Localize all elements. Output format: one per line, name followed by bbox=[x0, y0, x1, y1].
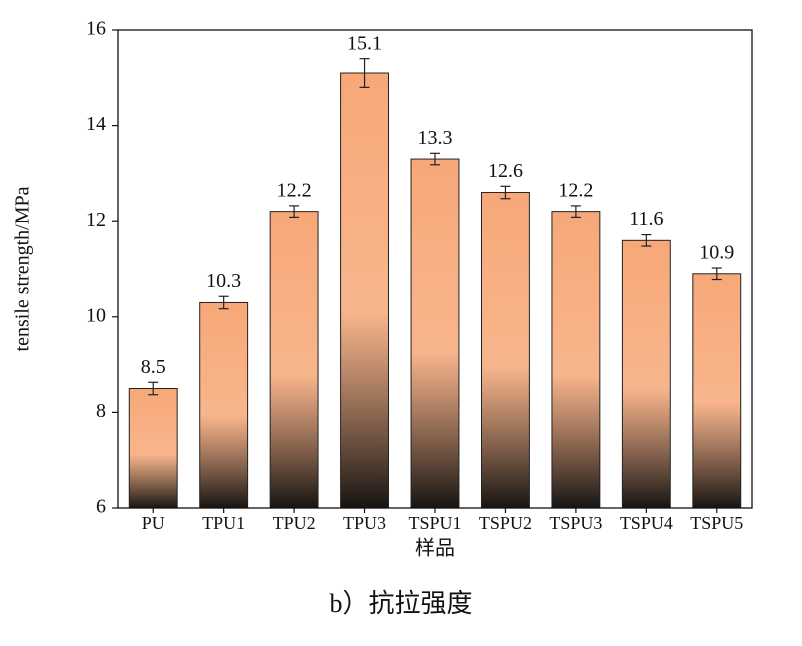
error-bar bbox=[641, 233, 652, 247]
y-tick-label: 8 bbox=[96, 400, 106, 422]
value-label: 15.1 bbox=[347, 32, 382, 54]
value-label: 13.3 bbox=[418, 127, 453, 149]
error-bar bbox=[148, 381, 159, 396]
value-label: 11.6 bbox=[629, 208, 663, 230]
plot-frame bbox=[117, 29, 753, 509]
y-tick-label: 12 bbox=[86, 209, 106, 231]
error-bar bbox=[711, 267, 722, 281]
bar bbox=[480, 192, 530, 509]
x-tick-label: TSPU5 bbox=[690, 513, 743, 533]
x-tick-label: TPU1 bbox=[202, 513, 245, 533]
bar bbox=[269, 211, 319, 509]
value-label: 12.2 bbox=[277, 179, 312, 201]
x-tick-label: TPU3 bbox=[343, 513, 386, 533]
value-label: 12.6 bbox=[488, 160, 523, 182]
value-label: 12.2 bbox=[558, 179, 593, 201]
bar bbox=[692, 273, 742, 509]
x-tick-label: TSPU1 bbox=[408, 513, 461, 533]
bar bbox=[410, 158, 460, 509]
x-tick-label: TSPU2 bbox=[479, 513, 532, 533]
x-axis-label: 样品 bbox=[415, 537, 455, 560]
bar bbox=[551, 211, 601, 509]
y-tick-label: 10 bbox=[86, 304, 106, 326]
error-bar bbox=[289, 205, 300, 218]
bar bbox=[621, 239, 671, 509]
y-tick-label: 16 bbox=[86, 18, 106, 40]
x-tick-label: TPU2 bbox=[273, 513, 316, 533]
bar bbox=[340, 72, 390, 509]
value-label: 10.3 bbox=[206, 270, 241, 292]
y-tick-label: 6 bbox=[96, 496, 106, 518]
error-bar bbox=[359, 58, 370, 88]
y-axis-label: tensile strength/MPa bbox=[12, 186, 34, 351]
error-bar bbox=[570, 205, 581, 218]
caption: b）抗拉强度 bbox=[329, 589, 472, 618]
value-label: 10.9 bbox=[699, 242, 734, 264]
x-tick-label: TSPU3 bbox=[549, 513, 602, 533]
y-tick-label: 14 bbox=[86, 113, 106, 135]
bar bbox=[128, 388, 178, 509]
bar bbox=[199, 301, 249, 509]
x-tick-label: PU bbox=[142, 513, 165, 533]
value-label: 8.5 bbox=[141, 356, 166, 378]
x-tick-label: TSPU4 bbox=[620, 513, 673, 533]
error-bar bbox=[500, 185, 511, 200]
error-bar bbox=[430, 152, 440, 166]
error-bar bbox=[218, 295, 229, 310]
